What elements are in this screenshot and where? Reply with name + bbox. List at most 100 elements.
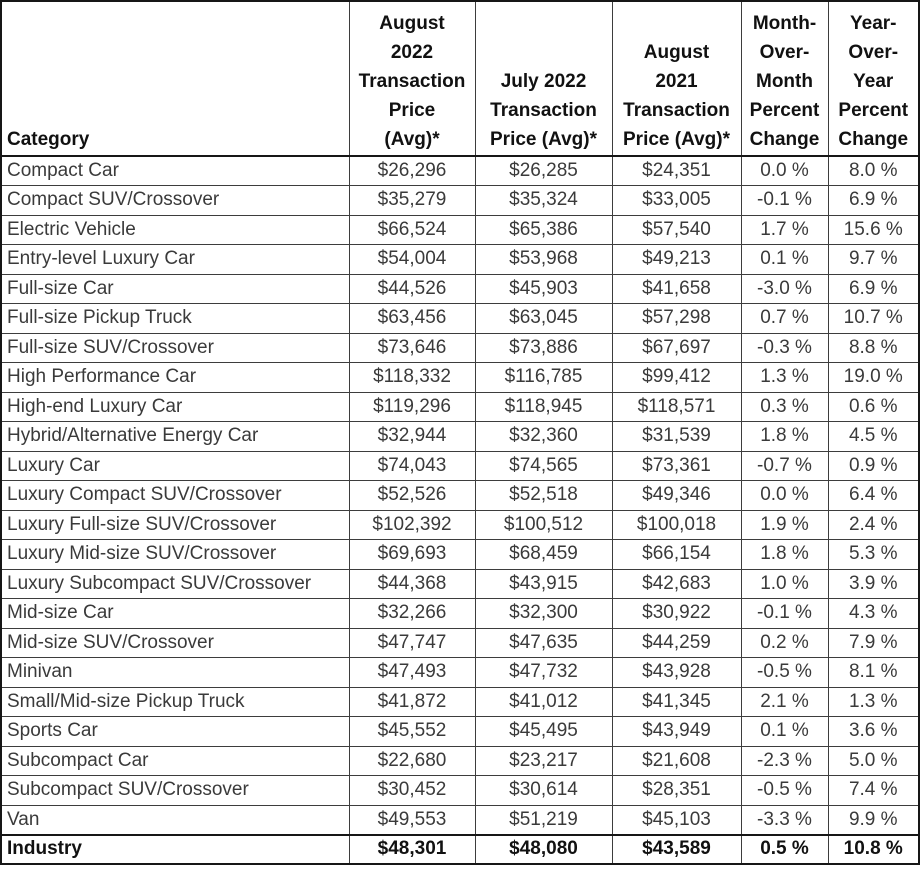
table-row: Electric Vehicle $66,524 $65,386 $57,540… [0,214,920,245]
mom-change-cell: 0.5 % [740,833,829,865]
yoy-change-cell: 10.8 % [827,833,920,865]
yoy-change-cell: 2.4 % [827,509,920,540]
mom-change-cell: -0.7 % [740,450,829,481]
aug-2021-price-cell: $57,540 [611,214,742,245]
category-cell: Industry [0,833,350,865]
table-header: Category August 2022 Transaction Price (… [0,0,920,157]
aug-2021-price-cell: $44,259 [611,627,742,658]
yoy-change-cell: 9.7 % [827,244,920,275]
mom-change-cell: 1.7 % [740,214,829,245]
jul-2022-price-cell: $74,565 [474,450,613,481]
mom-change-cell: 1.8 % [740,539,829,570]
jul-2022-price-cell: $35,324 [474,185,613,216]
yoy-change-cell: 9.9 % [827,804,920,835]
category-cell: Entry-level Luxury Car [0,244,350,275]
table-row: Full-size SUV/Crossover $73,646 $73,886 … [0,332,920,363]
aug-2022-price-cell: $32,944 [348,421,476,452]
category-cell: Van [0,804,350,835]
aug-2021-price-cell: $24,351 [611,155,742,186]
table-row: Luxury Full-size SUV/Crossover $102,392 … [0,509,920,540]
mom-change-cell: 2.1 % [740,686,829,717]
aug-2022-price-cell: $74,043 [348,450,476,481]
aug-2021-price-cell: $41,658 [611,273,742,304]
aug-2021-price-cell: $100,018 [611,509,742,540]
mom-change-cell: -3.0 % [740,273,829,304]
yoy-change-cell: 10.7 % [827,303,920,334]
yoy-change-cell: 4.5 % [827,421,920,452]
table-row: Luxury Mid-size SUV/Crossover $69,693 $6… [0,539,920,570]
aug-2022-price-cell: $32,266 [348,598,476,629]
category-cell: Compact Car [0,155,350,186]
jul-2022-price-cell: $41,012 [474,686,613,717]
table-row: Hybrid/Alternative Energy Car $32,944 $3… [0,421,920,452]
category-cell: Full-size Pickup Truck [0,303,350,334]
yoy-change-cell: 3.9 % [827,568,920,599]
table-row: Compact Car $26,296 $26,285 $24,351 0.0 … [0,155,920,186]
aug-2022-price-cell: $66,524 [348,214,476,245]
table-row: Full-size Car $44,526 $45,903 $41,658 -3… [0,273,920,304]
category-cell: Luxury Compact SUV/Crossover [0,480,350,511]
aug-2021-price-cell: $28,351 [611,775,742,806]
jul-2022-price-cell: $63,045 [474,303,613,334]
transaction-price-table: Category August 2022 Transaction Price (… [0,0,920,865]
table-row: Small/Mid-size Pickup Truck $41,872 $41,… [0,686,920,717]
jul-2022-price-cell: $43,915 [474,568,613,599]
aug-2022-price-cell: $26,296 [348,155,476,186]
aug-2021-price-cell: $43,928 [611,657,742,688]
table-row: Minivan $47,493 $47,732 $43,928 -0.5 % 8… [0,657,920,688]
jul-2022-price-cell: $73,886 [474,332,613,363]
aug-2021-price-cell: $67,697 [611,332,742,363]
category-cell: Luxury Car [0,450,350,481]
aug-2021-price-cell: $31,539 [611,421,742,452]
jul-2022-price-cell: $23,217 [474,745,613,776]
aug-2022-price-cell: $35,279 [348,185,476,216]
yoy-change-cell: 6.9 % [827,273,920,304]
aug-2022-price-cell: $48,301 [348,833,476,865]
aug-2021-price-cell: $118,571 [611,391,742,422]
aug-2022-price-cell: $47,493 [348,657,476,688]
jul-2022-price-cell: $68,459 [474,539,613,570]
mom-change-cell: 1.9 % [740,509,829,540]
category-cell: High-end Luxury Car [0,391,350,422]
column-header-yoy-change: Year- Over- Year Percent Change [827,0,920,157]
yoy-change-cell: 5.3 % [827,539,920,570]
category-cell: Luxury Mid-size SUV/Crossover [0,539,350,570]
jul-2022-price-cell: $32,300 [474,598,613,629]
jul-2022-price-cell: $47,635 [474,627,613,658]
category-cell: Sports Car [0,716,350,747]
yoy-change-cell: 7.4 % [827,775,920,806]
table-row: Luxury Subcompact SUV/Crossover $44,368 … [0,568,920,599]
yoy-change-cell: 6.9 % [827,185,920,216]
header-row: Category August 2022 Transaction Price (… [0,0,920,157]
jul-2022-price-cell: $53,968 [474,244,613,275]
mom-change-cell: 0.1 % [740,716,829,747]
aug-2022-price-cell: $45,552 [348,716,476,747]
yoy-change-cell: 5.0 % [827,745,920,776]
aug-2021-price-cell: $73,361 [611,450,742,481]
category-cell: Electric Vehicle [0,214,350,245]
mom-change-cell: 1.3 % [740,362,829,393]
mom-change-cell: -0.5 % [740,775,829,806]
jul-2022-price-cell: $48,080 [474,833,613,865]
category-cell: Luxury Subcompact SUV/Crossover [0,568,350,599]
aug-2022-price-cell: $30,452 [348,775,476,806]
table-row: Mid-size SUV/Crossover $47,747 $47,635 $… [0,627,920,658]
mom-change-cell: 0.1 % [740,244,829,275]
yoy-change-cell: 19.0 % [827,362,920,393]
aug-2022-price-cell: $73,646 [348,332,476,363]
yoy-change-cell: 6.4 % [827,480,920,511]
mom-change-cell: -3.3 % [740,804,829,835]
column-header-jul-2022-price: July 2022 Transaction Price (Avg)* [474,0,613,157]
aug-2022-price-cell: $118,332 [348,362,476,393]
jul-2022-price-cell: $52,518 [474,480,613,511]
table-row: Luxury Car $74,043 $74,565 $73,361 -0.7 … [0,450,920,481]
category-cell: Subcompact Car [0,745,350,776]
aug-2021-price-cell: $43,589 [611,833,742,865]
jul-2022-price-cell: $100,512 [474,509,613,540]
aug-2022-price-cell: $54,004 [348,244,476,275]
aug-2022-price-cell: $49,553 [348,804,476,835]
aug-2021-price-cell: $43,949 [611,716,742,747]
mom-change-cell: 0.7 % [740,303,829,334]
aug-2021-price-cell: $99,412 [611,362,742,393]
aug-2022-price-cell: $41,872 [348,686,476,717]
